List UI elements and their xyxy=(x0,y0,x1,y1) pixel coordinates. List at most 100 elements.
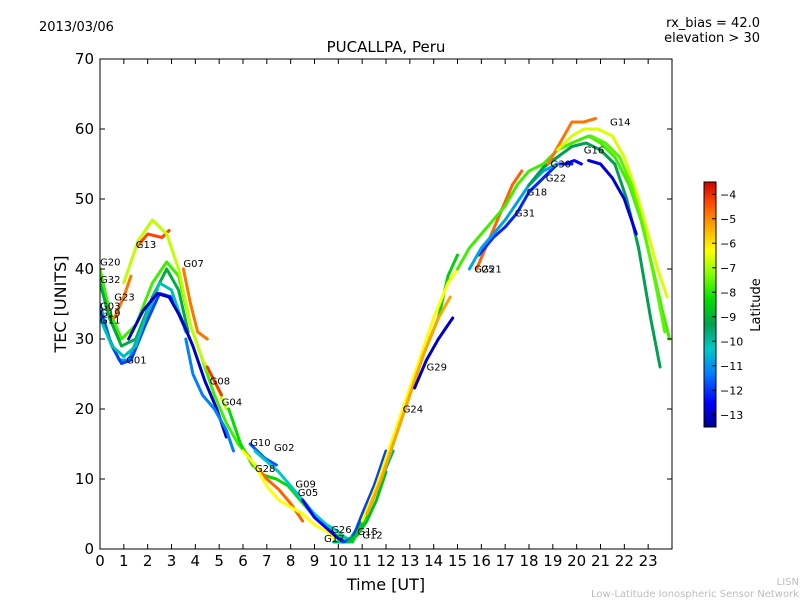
colorbar-tick-label: −12 xyxy=(720,384,743,397)
colorbar-tick-label: −7 xyxy=(720,262,736,275)
satellite-track-g01 xyxy=(127,292,228,439)
satellite-track-g18 xyxy=(527,141,662,369)
prn-label-g14: G14 xyxy=(610,118,630,129)
series-layer xyxy=(100,117,672,544)
x-tick-label: 19 xyxy=(543,552,562,570)
prn-label-g05: G05 xyxy=(298,488,318,499)
prn-label-g19: G19 xyxy=(100,309,120,320)
x-tick-label: 17 xyxy=(496,552,515,570)
prn-label-g02: G02 xyxy=(274,443,294,454)
prn-label-g01: G01 xyxy=(126,356,146,367)
satellite-track-lgr xyxy=(589,134,667,334)
prn-label-g12: G12 xyxy=(362,531,382,542)
x-tick-label: 8 xyxy=(286,552,296,570)
elevation-label: elevation > 30 xyxy=(664,31,760,46)
prn-label-g09: G09 xyxy=(295,479,315,490)
prn-label-g18: G18 xyxy=(527,188,547,199)
x-tick-label: 14 xyxy=(424,552,443,570)
prn-label-g26: G26 xyxy=(331,525,351,536)
prn-label-g11: G11 xyxy=(100,316,120,327)
x-tick-label: 0 xyxy=(95,552,105,570)
satellite-track-g02 xyxy=(227,407,350,540)
satellite-track-orn xyxy=(365,295,452,516)
y-axis-label: TEC [UNITS] xyxy=(51,256,70,354)
satellite-track-g05 xyxy=(241,449,340,544)
x-tick-label: 23 xyxy=(639,552,658,570)
x-tick-label: 7 xyxy=(262,552,272,570)
prn-label-g20: G20 xyxy=(100,258,120,269)
x-tick-label: 22 xyxy=(615,552,634,570)
satellite-track-g17 xyxy=(301,498,347,544)
prn-label-g03: G03 xyxy=(100,302,120,313)
y-tick-label: 10 xyxy=(75,470,94,488)
satellite-track-g11 xyxy=(100,281,188,358)
satellite-track-g30 xyxy=(563,159,583,166)
footer-lisn: LISN xyxy=(777,577,799,588)
colorbar-tick-label: −6 xyxy=(720,237,736,250)
colorbar-tick-label: −13 xyxy=(720,409,743,422)
y-axis-ticks: 0 10 20 30 40 50 60 70 xyxy=(75,50,672,558)
colorbar-tick-label: −11 xyxy=(720,360,743,373)
x-tick-label: 4 xyxy=(191,552,201,570)
satellite-track-g08 xyxy=(205,365,224,397)
prn-label-g28: G28 xyxy=(255,464,275,475)
y-tick-label: 50 xyxy=(75,190,94,208)
x-tick-label: 11 xyxy=(353,552,372,570)
x-tick-label: 6 xyxy=(238,552,248,570)
footer-network: Low-Latitude Ionospheric Sensor Network xyxy=(591,589,799,600)
satellite-track-g23 xyxy=(112,274,133,320)
satellite-track-g31 xyxy=(467,162,560,271)
y-tick-label: 40 xyxy=(75,260,94,278)
y-tick-label: 0 xyxy=(84,540,94,558)
prn-label-g15: G15 xyxy=(357,527,377,538)
y-tick-label: 70 xyxy=(75,50,94,68)
x-axis-label: Time [UT] xyxy=(346,575,425,594)
y-tick-label: 30 xyxy=(75,330,94,348)
date-label: 2013/03/06 xyxy=(39,20,114,35)
y-tick-label: 20 xyxy=(75,400,94,418)
prn-label-g17: G17 xyxy=(324,534,344,545)
x-tick-label: 18 xyxy=(519,552,538,570)
x-tick-label: 1 xyxy=(119,552,129,570)
prn-label-g24: G24 xyxy=(403,405,423,416)
satellite-track-g04 xyxy=(184,337,235,453)
x-tick-label: 20 xyxy=(567,552,586,570)
prn-label-g16: G16 xyxy=(584,146,604,157)
prn-label-g22: G22 xyxy=(546,174,566,185)
prn-label-g31: G31 xyxy=(515,209,535,220)
colorbar-tick-label: −9 xyxy=(720,311,736,324)
satellite-track-g29 xyxy=(360,267,459,523)
satellite-track-g14 xyxy=(556,127,669,299)
prn-label-g23: G23 xyxy=(114,293,134,304)
satellite-track-dbl xyxy=(413,316,455,390)
prn-label-g32: G32 xyxy=(100,275,120,286)
colorbar-tick-label: −10 xyxy=(720,335,743,348)
prn-label-g25: G25 xyxy=(474,265,494,276)
colorbar-tick-label: −4 xyxy=(720,188,736,201)
x-tick-label: 3 xyxy=(167,552,177,570)
satellite-track-g07 xyxy=(181,267,209,341)
prn-label-g08: G08 xyxy=(210,377,230,388)
satellite-track-g16 xyxy=(587,159,638,236)
prn-label-g29: G29 xyxy=(427,363,447,374)
prn-label-g13: G13 xyxy=(136,240,156,251)
prn-label-g30: G30 xyxy=(551,160,571,171)
x-tick-label: 5 xyxy=(214,552,224,570)
x-tick-label: 21 xyxy=(591,552,610,570)
prn-label-g07: G07 xyxy=(183,259,203,270)
prn-label-g21: G21 xyxy=(481,265,501,276)
x-tick-label: 15 xyxy=(448,552,467,570)
colorbar-ticks: −4 −5 −6 −7 −8 −9 −10 −11 −12 −13 xyxy=(712,188,743,422)
x-tick-label: 16 xyxy=(472,552,491,570)
x-tick-label: 10 xyxy=(329,552,348,570)
colorbar-label: Latitude xyxy=(749,278,764,332)
x-tick-label: 9 xyxy=(310,552,320,570)
x-tick-label: 2 xyxy=(143,552,153,570)
colorbar-tick-label: −5 xyxy=(720,213,736,226)
prn-label-g04: G04 xyxy=(222,398,242,409)
colorbar-tick-label: −8 xyxy=(720,286,736,299)
y-tick-label: 60 xyxy=(75,120,94,138)
x-tick-label: 13 xyxy=(400,552,419,570)
